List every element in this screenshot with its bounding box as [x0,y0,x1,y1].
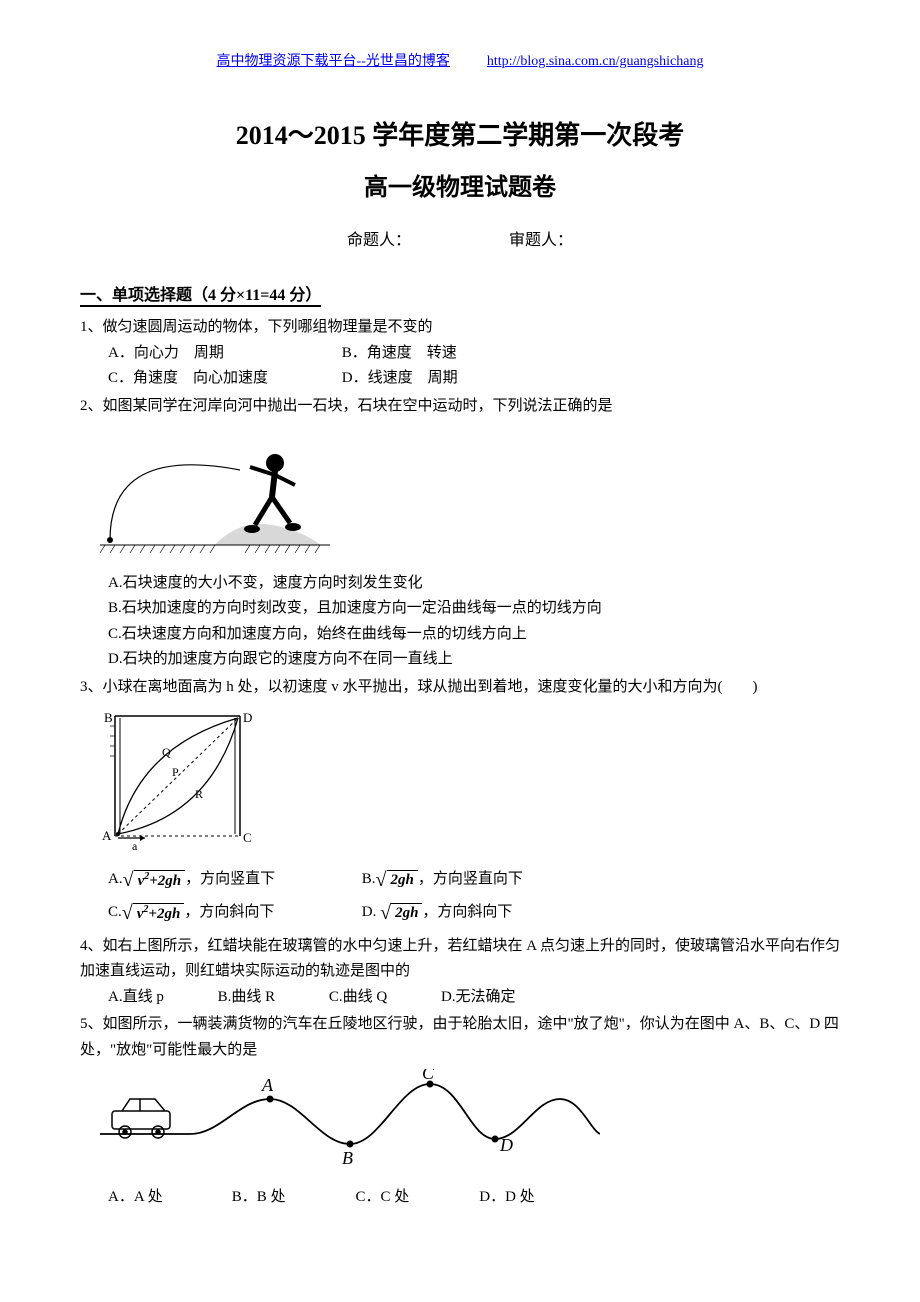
q2-opt-c: C.石块速度方向和加速度方向，始终在曲线每一点的切线方向上 [108,622,840,648]
svg-text:C: C [422,1069,435,1083]
blog-link-2[interactable]: http://blog.sina.com.cn/guangshichang [487,54,704,69]
q1-opt-d: D．线速度 周期 [342,366,458,392]
authors-line: 命题人： 审题人： [80,227,840,254]
author-label-2: 审题人： [509,232,573,249]
svg-text:R: R [195,787,203,801]
q3-figure: B D A C P Q R a [100,706,840,861]
q1-opt-a: A．向心力 周期 [108,341,308,367]
svg-text:a: a [132,839,138,851]
question-2: 2、如图某同学在河岸向河中抛出一石块，石块在空中运动时，下列说法正确的是 [80,394,840,673]
q3-opt-c: C.√v2+2gh，方向斜向下 [108,900,358,926]
exam-title-line1: 2014～2015 学年度第二学期第一次段考 [80,114,840,158]
svg-text:B: B [104,710,113,725]
svg-text:P: P [172,765,179,779]
q3-opt-a: A.√v2+2gh，方向竖直下 [108,867,358,893]
q3-opt-b: B.√2gh，方向竖直向下 [362,867,612,893]
q5-opt-a: A．A 处 [108,1185,228,1211]
svg-text:C: C [243,830,252,845]
q5-opt-d: D．D 处 [479,1185,599,1211]
svg-text:A: A [102,828,112,843]
q4-stem: 4、如右上图所示，红蜡块能在玻璃管的水中匀速上升，若红蜡块在 A 点匀速上升的同… [80,934,840,985]
author-label-1: 命题人： [347,232,411,249]
q4-opt-c: C.曲线 Q [329,985,387,1011]
q2-stem: 2、如图某同学在河岸向河中抛出一石块，石块在空中运动时，下列说法正确的是 [80,394,840,420]
question-3: 3、小球在离地面高为 h 处，以初速度 v 水平抛出，球从抛出到着地，速度变化量… [80,675,840,926]
q5-opt-c: C．C 处 [356,1185,476,1211]
q2-opt-d: D.石块的加速度方向跟它的速度方向不在同一直线上 [108,647,840,673]
q2-opt-b: B.石块加速度的方向时刻改变，且加速度方向一定沿曲线每一点的切线方向 [108,596,840,622]
q4-opt-a: A.直线 p [108,985,164,1011]
q3-stem: 3、小球在离地面高为 h 处，以初速度 v 水平抛出，球从抛出到着地，速度变化量… [80,675,840,701]
blog-link-1[interactable]: 高中物理资源下载平台--光世昌的博客 [217,54,450,69]
question-4: 4、如右上图所示，红蜡块能在玻璃管的水中匀速上升，若红蜡块在 A 点匀速上升的同… [80,934,840,1011]
svg-text:A: A [261,1075,274,1095]
q2-opt-a: A.石块速度的大小不变，速度方向时刻发生变化 [108,571,840,597]
q1-opt-c: C．角速度 向心加速度 [108,366,308,392]
q2-figure [100,425,840,565]
svg-text:D: D [499,1135,513,1155]
q1-opt-b: B．角速度 转速 [342,341,457,367]
question-1: 1、做匀速圆周运动的物体，下列哪组物理量是不变的 A．向心力 周期 B．角速度 … [80,315,840,392]
question-5: 5、如图所示，一辆装满货物的汽车在丘陵地区行驶，由于轮胎太旧，途中"放了炮"，你… [80,1012,840,1210]
svg-text:Q: Q [162,745,171,759]
svg-text:D: D [243,710,252,725]
q1-stem: 1、做匀速圆周运动的物体，下列哪组物理量是不变的 [80,315,840,341]
q5-opt-b: B．B 处 [232,1185,352,1211]
q5-figure: A B C D [100,1069,840,1179]
q4-opt-d: D.无法确定 [441,985,516,1011]
q4-opt-b: B.曲线 R [218,985,276,1011]
svg-text:B: B [342,1148,353,1168]
exam-title-line2: 高一级物理试题卷 [80,168,840,209]
q3-opt-d: D. √2gh，方向斜向下 [362,900,612,926]
header-links: 高中物理资源下载平台--光世昌的博客 http://blog.sina.com.… [80,50,840,74]
q5-stem: 5、如图所示，一辆装满货物的汽车在丘陵地区行驶，由于轮胎太旧，途中"放了炮"，你… [80,1012,840,1063]
section-1-title: 一、单项选择题（4 分×11=44 分） [80,287,321,307]
